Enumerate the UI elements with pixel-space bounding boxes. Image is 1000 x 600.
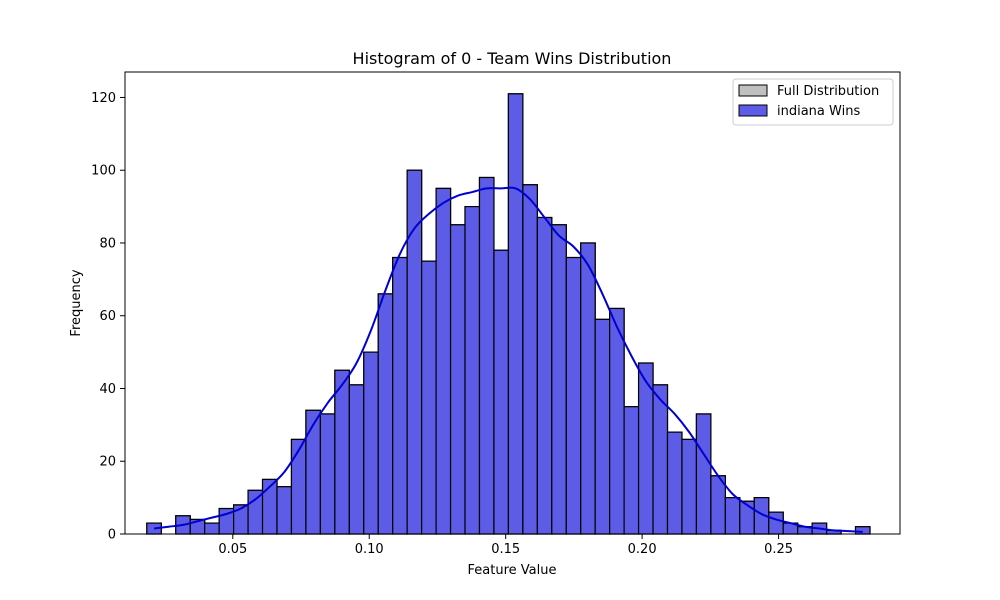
indiana-wins-bar [854,526,871,535]
legend-swatch-indiana-wins [738,104,768,117]
indiana-wins-bar [609,307,625,535]
x-tick-label: 0.15 [491,542,520,557]
indiana-wins-bar [768,511,784,535]
y-tick-label: 20 [99,455,116,470]
chart-title: Histogram of 0 - Team Wins Distribution [353,49,672,68]
indiana-wins-bar [449,224,466,535]
indiana-wins-bar [565,256,582,535]
indiana-wins-bar [493,249,510,535]
legend: Full Distribution indiana Wins [732,78,894,126]
indiana-wins-bar [363,351,379,535]
x-axis-label: Feature Value [468,563,557,578]
plot-frame [124,71,901,535]
indiana-wins-bar [666,431,683,535]
indiana-wins-bar [305,409,321,535]
indiana-wins-bar [377,293,394,535]
indiana-wins-bar [681,438,698,535]
y-tick-label: 40 [99,382,116,397]
legend-label-full-distribution: Full Distribution [777,84,879,99]
indiana-wins-bar [204,522,220,535]
legend-label-indiana-wins: indiana Wins [777,104,860,119]
indiana-wins-bar [478,176,495,535]
indiana-wins-bar [594,318,611,535]
indiana-wins-bar [421,260,437,535]
y-tick-label: 120 [91,91,116,106]
indiana-wins-bar [348,384,365,535]
indiana-wins-bar [247,489,264,535]
legend-swatch-full-distribution [738,84,768,97]
x-tick-label: 0.25 [764,542,793,557]
indiana-wins-bar [724,497,741,535]
indiana-wins-bar [551,224,567,535]
legend-frame [732,78,894,126]
indiana-wins-bars [146,93,871,535]
indiana-wins-bar [392,256,408,535]
x-axis-ticks: 0.05 0.10 0.15 0.20 0.25 [218,534,793,557]
indiana-wins-bar [623,406,640,535]
indiana-wins-bar [334,369,350,535]
indiana-wins-bar [507,93,524,535]
indiana-wins-bar [739,500,755,535]
y-axis-label: Frequency [69,269,84,336]
indiana-wins-bar [406,169,423,535]
indiana-wins-bar [580,242,596,535]
indiana-wins-bar [536,216,553,535]
y-tick-label: 0 [108,528,116,543]
y-tick-label: 60 [99,309,116,324]
indiana-wins-bar [710,475,726,535]
y-tick-label: 100 [91,164,116,179]
indiana-wins-bar [435,187,452,535]
indiana-wins-bar [652,384,669,535]
x-tick-label: 0.20 [628,542,657,557]
indiana-wins-bar [522,184,538,535]
x-tick-label: 0.10 [355,542,384,557]
indiana-wins-bar [464,205,481,535]
kde-curve [153,186,863,533]
y-tick-label: 80 [99,236,116,251]
indiana-wins-bar [276,486,293,535]
indiana-wins-bar [695,413,712,535]
indiana-wins-bar [290,438,307,535]
indiana-wins-bar [319,413,336,535]
x-tick-label: 0.05 [218,542,247,557]
y-axis-ticks: 0 20 40 60 80 100 120 [91,91,125,543]
